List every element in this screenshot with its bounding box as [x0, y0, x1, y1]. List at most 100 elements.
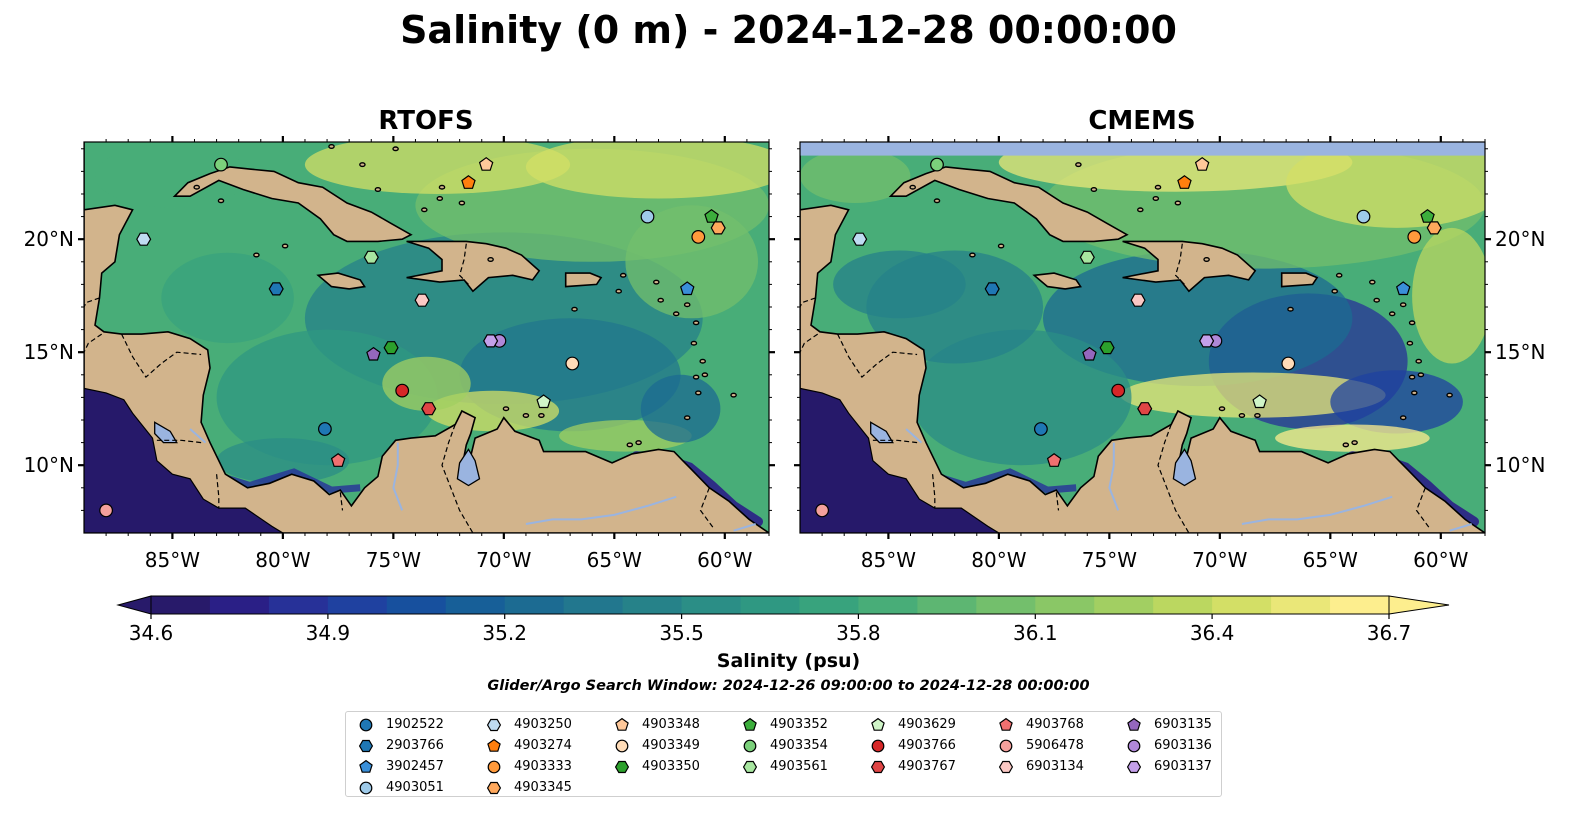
legend-label: 4903767: [898, 759, 956, 774]
panel-title-rtofs: RTOFS: [378, 106, 474, 136]
float-4903768: [1046, 453, 1062, 467]
float-4903250: [136, 232, 152, 246]
island: [683, 302, 691, 308]
map-frame: [799, 141, 1486, 534]
legend-label: 4903561: [770, 759, 828, 774]
legend-label: 4903629: [898, 717, 956, 732]
lake: [870, 421, 894, 444]
island: [626, 442, 634, 448]
legend-marker: [1127, 739, 1141, 753]
legend-label: 4903333: [514, 759, 572, 774]
legend-marker: [359, 718, 373, 732]
colorbar-tick-label: 34.6: [129, 621, 174, 645]
colorbar-segment: [1153, 596, 1213, 614]
legend-label: 4903051: [386, 780, 444, 795]
land-jamaica: [1032, 272, 1082, 290]
pentagon-marker-icon: [1127, 717, 1141, 731]
island: [635, 440, 642, 446]
legend-label: 4903250: [514, 717, 572, 732]
river: [1449, 523, 1472, 532]
lake: [154, 421, 178, 444]
island: [487, 257, 494, 263]
colorbar-label: Salinity (psu): [716, 650, 861, 672]
lon-tick-label: 60°W: [697, 548, 752, 572]
country-border: [1415, 487, 1431, 529]
float-4903350: [1099, 341, 1115, 355]
lon-tick-label: 70°W: [1192, 548, 1247, 572]
float-4903352: [704, 208, 719, 223]
legend-label: 1902522: [386, 717, 444, 732]
island: [571, 306, 578, 312]
island: [730, 392, 737, 398]
colorbar-segment: [327, 596, 388, 614]
float-4903051: [640, 209, 655, 224]
float-4903333: [1407, 229, 1422, 244]
island: [1203, 257, 1210, 263]
lon-tick-label: 75°W: [1082, 548, 1137, 572]
legend-marker: [999, 717, 1013, 731]
panel-title-cmems: CMEMS: [1088, 106, 1196, 136]
island: [458, 200, 466, 206]
island: [1388, 311, 1396, 317]
land-cuba: [172, 166, 413, 243]
land-puertoRico: [1280, 272, 1319, 288]
circle-marker-icon: [615, 739, 629, 753]
country-border: [800, 333, 819, 353]
country-border: [84, 297, 100, 308]
legend-label: 4903354: [770, 738, 828, 753]
island: [1075, 162, 1082, 168]
lon-tick-label: 70°W: [476, 548, 531, 572]
float-4903348: [478, 156, 494, 171]
colorbar-segment: [1035, 596, 1095, 614]
country-border: [872, 439, 918, 444]
colorbar-tick-label: 35.8: [836, 621, 881, 645]
colorbar-segment: [976, 596, 1036, 614]
colorbar-tick-label: 36.1: [1013, 621, 1058, 645]
colorbar-segment: [1330, 596, 1390, 614]
island: [253, 252, 260, 258]
island: [657, 297, 665, 303]
hexagon-marker-icon: [1126, 760, 1142, 774]
circle-marker-icon: [743, 739, 757, 753]
island: [502, 406, 510, 412]
legend-marker: [871, 717, 885, 731]
legend-label: 6903137: [1154, 759, 1212, 774]
island: [1369, 279, 1376, 285]
river: [525, 495, 677, 525]
float-5906478: [815, 503, 829, 518]
island: [438, 184, 446, 190]
country-border: [84, 333, 103, 353]
land-hispaniola: [406, 240, 541, 293]
lat-tick-label: 15°N: [1495, 340, 1545, 364]
river: [1108, 442, 1120, 511]
lake: [456, 448, 481, 487]
island: [692, 374, 700, 380]
float-4903352: [1420, 208, 1435, 223]
float-4903767: [1137, 402, 1153, 416]
island: [374, 186, 382, 192]
colorbar-tick-label: 36.4: [1190, 621, 1235, 645]
legend-label: 2903766: [386, 738, 444, 753]
island: [619, 272, 627, 278]
legend-marker: [359, 781, 373, 795]
colorbar-segment: [209, 596, 270, 614]
legend-marker: [871, 739, 885, 753]
legend-marker: [359, 759, 373, 773]
colorbar-segment: [386, 596, 447, 614]
legend-marker: [487, 738, 501, 752]
float-6903135: [366, 346, 381, 361]
hexagon-marker-icon: [358, 739, 374, 753]
float-4903345: [710, 221, 726, 235]
colorbar-segment: [740, 596, 801, 614]
island: [1342, 442, 1350, 448]
island: [1415, 358, 1422, 364]
hexagon-marker-icon: [870, 760, 886, 774]
island: [1335, 272, 1343, 278]
map-panel-rtofs: 85°W 80°W 75°W 70°W 65°W 60°W 20°N 15°N 10°N: [24, 136, 775, 572]
float-6903134: [414, 293, 430, 307]
colorbar-segment: [858, 596, 918, 614]
island: [1137, 207, 1144, 213]
island: [420, 207, 428, 213]
island: [692, 320, 700, 326]
island: [1351, 440, 1358, 446]
